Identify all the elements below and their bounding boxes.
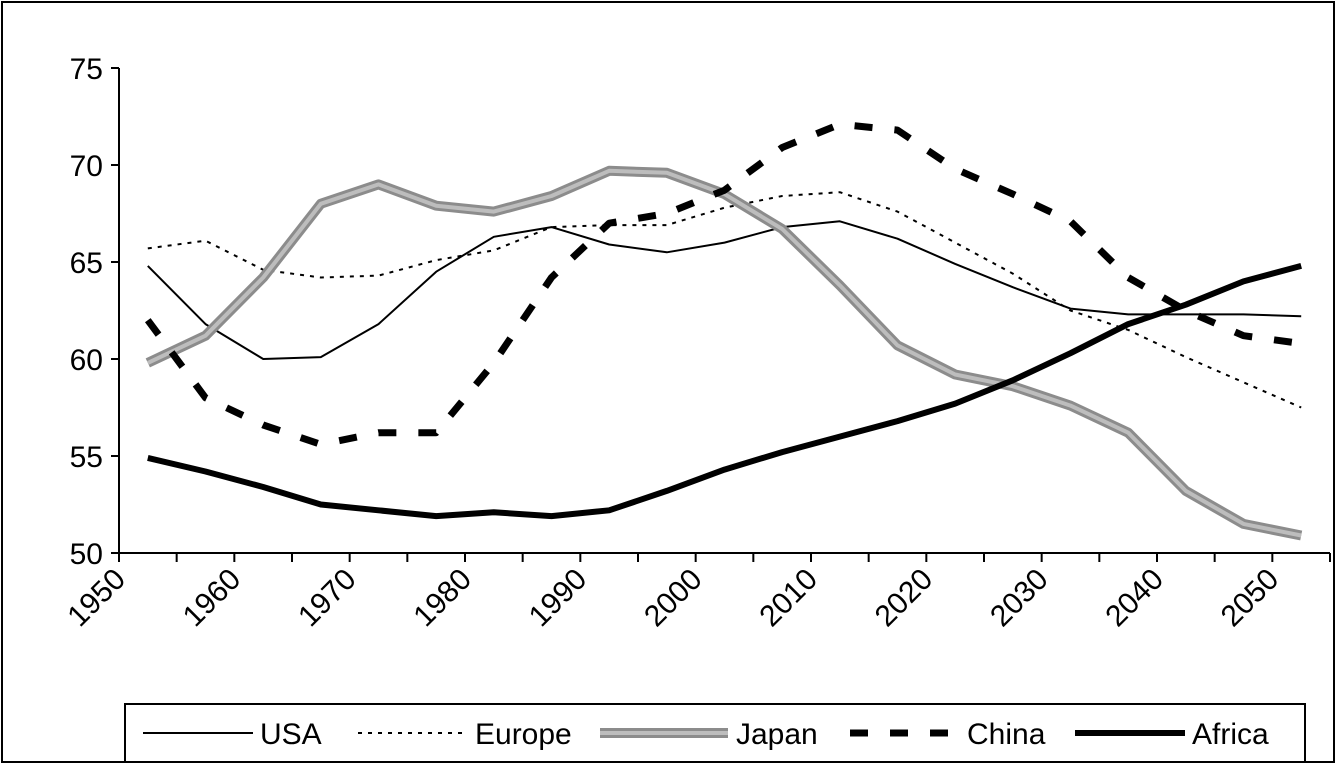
legend-label: Europe: [475, 718, 572, 751]
y-tick-label: 50: [70, 538, 103, 571]
legend-label: Africa: [1192, 718, 1269, 751]
legend-item-japan: Japan: [600, 718, 818, 751]
legend-label: Japan: [736, 718, 818, 751]
axes: 50 55 60 65 70 75 1950 1960 1970 1980 1990 2000 2010…: [61, 53, 1331, 634]
x-tick-label: 2050: [1215, 563, 1286, 634]
y-tick-label: 55: [70, 441, 103, 474]
x-tick-label: 2020: [869, 563, 940, 634]
x-tick-label: 1980: [407, 563, 478, 634]
legend-label: USA: [260, 718, 322, 751]
series-line-europe: [147, 191, 1302, 409]
x-tick-label: 1950: [61, 563, 132, 634]
legend-item-europe: Europe: [358, 718, 572, 751]
series-line-africa: [147, 263, 1302, 520]
x-tick-label: 1990: [523, 563, 594, 634]
legend-item-usa: USA: [143, 718, 322, 751]
series-china: [144, 120, 1302, 448]
series-line-japan: [145, 165, 1303, 541]
legend-item-africa: Africa: [1075, 718, 1269, 751]
series-line-usa: [147, 220, 1302, 360]
y-tick-label: 65: [70, 247, 103, 280]
x-tick-label: 2000: [638, 563, 709, 634]
series-line-japan: [146, 168, 1302, 538]
series-europe: [147, 191, 1302, 409]
series-layer: [144, 120, 1303, 541]
y-tick-label: 60: [70, 344, 103, 377]
x-tick-label: 1970: [292, 563, 363, 634]
y-tick-label: 75: [70, 53, 103, 86]
x-tick-label: 2040: [1099, 563, 1170, 634]
x-tick-label: 1960: [177, 563, 248, 634]
legend-label: China: [967, 718, 1046, 751]
series-usa: [147, 220, 1302, 360]
series-japan: [145, 165, 1303, 541]
x-tick-label: 2030: [984, 563, 1055, 634]
y-tick-label: 70: [70, 150, 103, 183]
legend: USA Europe Japan China Africa: [124, 703, 1306, 763]
series-line-china: [144, 120, 1302, 448]
x-tick-label: 2010: [753, 563, 824, 634]
legend-item-china: China: [850, 718, 1046, 751]
series-africa: [147, 263, 1302, 520]
